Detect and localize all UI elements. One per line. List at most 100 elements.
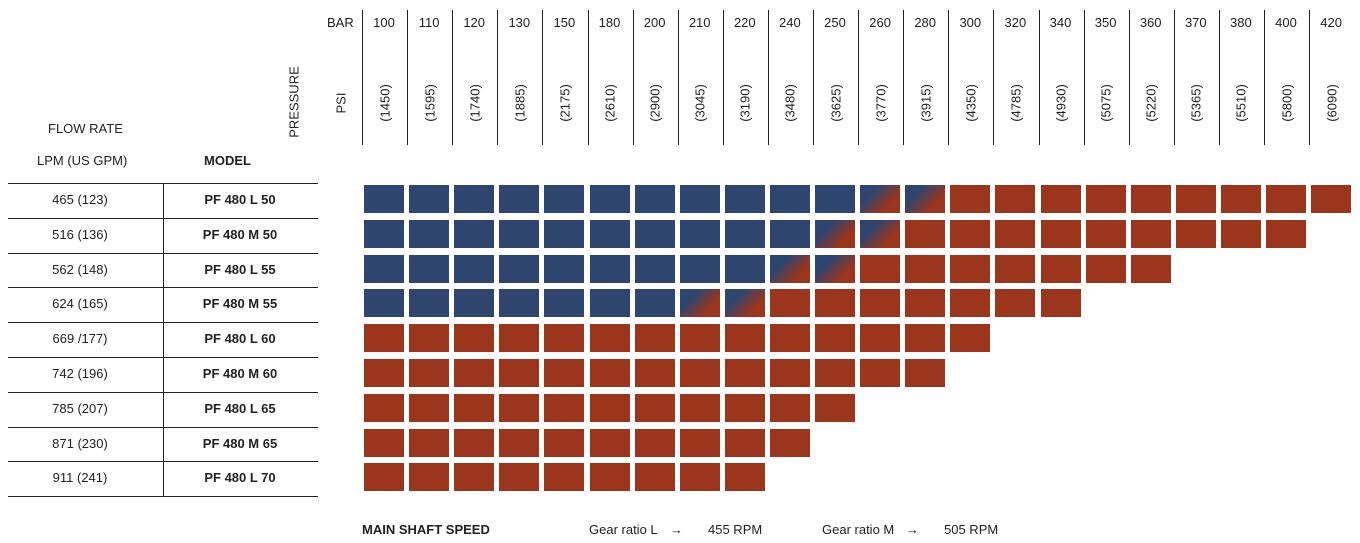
performance-cell (725, 463, 765, 491)
performance-cell (499, 255, 539, 283)
column-divider (163, 183, 164, 496)
performance-cell (635, 394, 675, 422)
column-divider (1039, 10, 1040, 145)
performance-cell (905, 185, 945, 213)
performance-cell (950, 185, 990, 213)
performance-cell (725, 429, 765, 457)
pressure-bar-value: 110 (418, 15, 440, 30)
pressure-psi-value: (6090) (1324, 84, 1340, 122)
performance-cell (364, 185, 404, 213)
pressure-bar-value: 350 (1094, 15, 1117, 30)
performance-cell (860, 185, 900, 213)
performance-cell (995, 220, 1035, 248)
performance-cell (454, 220, 494, 248)
performance-cell (499, 220, 539, 248)
column-divider (633, 10, 634, 145)
performance-cell (1311, 185, 1351, 213)
pressure-bar-value: 320 (1004, 15, 1027, 30)
column-divider (1174, 10, 1175, 145)
performance-cell (950, 220, 990, 248)
performance-cell (1086, 185, 1126, 213)
performance-cell (995, 185, 1035, 213)
performance-cell (815, 220, 855, 248)
column-divider (768, 10, 769, 145)
gear-m-label: Gear ratio M (822, 522, 895, 537)
pressure-label: PRESSURE (286, 66, 302, 138)
performance-cell (860, 220, 900, 248)
column-divider (1264, 10, 1265, 145)
performance-cell (770, 255, 810, 283)
performance-cell (1176, 185, 1216, 213)
performance-cell (635, 359, 675, 387)
performance-cell (950, 289, 990, 317)
performance-cell (1131, 255, 1171, 283)
pressure-bar-value: 370 (1184, 15, 1207, 30)
performance-cell (770, 324, 810, 352)
column-divider (903, 10, 904, 145)
performance-cell (680, 429, 720, 457)
performance-cell (454, 463, 494, 491)
arrow-icon: → (670, 522, 683, 537)
performance-cell (905, 255, 945, 283)
pressure-bar-value: 360 (1139, 15, 1162, 30)
performance-cell (364, 289, 404, 317)
performance-cell (590, 255, 630, 283)
column-divider (1309, 10, 1310, 145)
performance-cell (1086, 255, 1126, 283)
performance-cell (499, 463, 539, 491)
flow-rate-cell: 624 (165) (52, 296, 108, 312)
pressure-psi-value: (3045) (692, 84, 708, 122)
performance-cell (590, 394, 630, 422)
column-divider (948, 10, 949, 145)
performance-cell (995, 255, 1035, 283)
performance-cell (544, 220, 584, 248)
performance-cell (635, 463, 675, 491)
column-divider (497, 10, 498, 145)
performance-cell (409, 324, 449, 352)
pressure-psi-value: (1595) (422, 84, 438, 122)
performance-cell (1041, 185, 1081, 213)
main-shaft-speed-title: MAIN SHAFT SPEED (362, 522, 490, 537)
pressure-bar-value: 180 (598, 15, 621, 30)
performance-cell (454, 429, 494, 457)
performance-cell (1266, 185, 1306, 213)
performance-cell (544, 289, 584, 317)
pressure-bar-value: 130 (508, 15, 531, 30)
performance-cell (409, 463, 449, 491)
pressure-bar-value: 100 (373, 15, 395, 30)
performance-cell (635, 255, 675, 283)
performance-cell (409, 359, 449, 387)
column-divider (678, 10, 679, 145)
performance-cell (590, 463, 630, 491)
performance-cell (680, 255, 720, 283)
performance-cell (815, 255, 855, 283)
performance-cell (454, 185, 494, 213)
performance-cell (364, 429, 404, 457)
gear-l-value: 455 RPM (708, 522, 763, 537)
model-cell: PF 480 L 55 (204, 261, 276, 277)
performance-cell (364, 220, 404, 248)
pressure-psi-value: (3915) (918, 84, 934, 122)
performance-cell (364, 324, 404, 352)
column-divider (813, 10, 814, 145)
model-cell: PF 480 L 70 (204, 470, 276, 486)
performance-cell (815, 289, 855, 317)
performance-cell (725, 359, 765, 387)
flow-rate-cell: 911 (241) (52, 470, 108, 486)
performance-cell (499, 359, 539, 387)
pressure-psi-value: (3770) (873, 84, 889, 122)
performance-cell (770, 220, 810, 248)
pressure-psi-value: (4930) (1053, 84, 1069, 122)
performance-cell (770, 289, 810, 317)
pressure-bar-value: 420 (1320, 15, 1342, 30)
performance-cell (1041, 255, 1081, 283)
performance-cell (1041, 220, 1081, 248)
performance-cell (680, 324, 720, 352)
performance-cell (770, 359, 810, 387)
performance-cell (590, 324, 630, 352)
model-cell: PF 480 L 60 (204, 331, 276, 347)
pressure-bar-value: 380 (1230, 15, 1252, 30)
flow-rate-cell: 871 (230) (52, 435, 108, 451)
performance-cell (860, 359, 900, 387)
performance-cell (590, 429, 630, 457)
